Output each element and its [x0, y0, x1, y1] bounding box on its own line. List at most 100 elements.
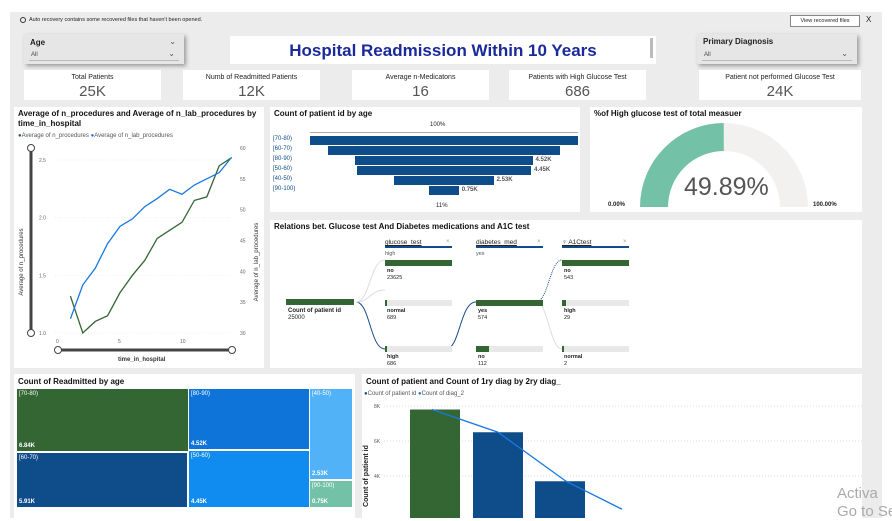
funnel-top-label: 100% [430, 122, 446, 128]
level-filter: high [385, 251, 396, 257]
cell-label: [50-60) [191, 453, 211, 459]
node-fill [385, 346, 387, 352]
decomp-node-bar[interactable] [385, 260, 452, 266]
series-line-n-procedures [69, 157, 232, 335]
decomp-node-bar[interactable] [385, 300, 452, 306]
funnel-category: [50-60) [273, 166, 293, 172]
age-value: All [31, 52, 38, 58]
node-label: high [564, 308, 576, 314]
root-value: 25000 [288, 315, 305, 321]
diag-select[interactable]: All ⌄ [702, 49, 852, 61]
treemap-cell[interactable]: [70-80) 6.84K [16, 388, 190, 452]
node-value: 689 [387, 315, 397, 321]
funnel-data-label: 0.75K [461, 187, 478, 193]
decomp-node-bar[interactable] [562, 346, 629, 352]
y2-tick-label: 50 [240, 208, 246, 214]
series-line-diag-2 [431, 408, 623, 510]
bar [410, 409, 460, 518]
bar [535, 481, 585, 518]
slider-handle [27, 329, 35, 337]
kpi-no-glucose-test: Patient not performed Glucose Test 24K [699, 70, 861, 100]
decomp-node-bar[interactable] [385, 346, 452, 352]
decomp-node-bar[interactable] [562, 300, 629, 306]
gauge-panel: %of High glucose test of total measuer 4… [590, 107, 862, 212]
primary-diagnosis-slicer[interactable]: Primary Diagnosis All ⌄ [697, 34, 857, 64]
decomp-node-bar[interactable] [562, 260, 629, 266]
close-notification-button[interactable]: X [866, 15, 872, 24]
funnel-chart-panel: Count of patient id by age 100% [70-80) [… [270, 107, 580, 212]
legend-item: Average of n_lab_procedures [94, 133, 173, 139]
node-value: 574 [478, 315, 488, 321]
funnel-bar[interactable] [355, 156, 533, 165]
funnel-category: [90-100) [273, 186, 296, 192]
kpi-value: 12K [238, 83, 265, 100]
level-header-diabetes_med[interactable]: diabetes_med [476, 239, 543, 248]
age-select[interactable]: All ⌄ [29, 49, 179, 61]
cell-label: [90-100) [312, 483, 335, 489]
funnel-data-label: 2.53K [496, 177, 513, 183]
age-slicer[interactable]: Age ⌄ All ⌄ [24, 34, 184, 64]
x-tick-label: 10 [180, 339, 186, 345]
node-value: 543 [564, 275, 574, 281]
funnel-bar[interactable] [310, 136, 578, 145]
treemap-title: Count of Readmitted by age [18, 377, 125, 386]
kpi-avg-medications: Average n-Medicatons 16 [352, 70, 489, 100]
recovery-notification: Auto recovery contains some recovered fi… [20, 17, 202, 23]
kpi-readmitted: Numb of Readmitted Patients 12K [183, 70, 320, 100]
y-tick-label: 1.5 [39, 273, 46, 279]
funnel-bar[interactable] [429, 186, 459, 195]
funnel-title: Count of patient id by age [274, 109, 373, 118]
chevron-down-icon: ⌄ [168, 49, 175, 58]
node-fill [562, 300, 567, 306]
remove-level-icon[interactable]: × [446, 239, 450, 245]
x-axis-label: time_in_hospital [118, 357, 166, 363]
root-label: Count of patient id [288, 308, 341, 314]
gauge-fill [640, 123, 724, 207]
gauge-max: 100.00% [813, 202, 837, 208]
decomp-node-bar[interactable] [476, 346, 543, 352]
node-label: no [478, 354, 485, 360]
level-header-glucose_test[interactable]: glucose_test [385, 239, 452, 248]
series-line-n-lab-procedures [69, 156, 233, 320]
decomp-node-bar[interactable] [476, 300, 543, 306]
line-chart-panel: Average of n_procedures and Average of n… [14, 107, 264, 368]
y2-tick-label: 30 [240, 331, 246, 337]
kpi-value: 25K [79, 83, 106, 100]
view-recovered-files-button[interactable]: View recovered files [790, 15, 860, 27]
remove-level-icon[interactable]: × [537, 239, 541, 245]
treemap-cell[interactable]: [60-70) 5.91K [16, 452, 188, 508]
funnel-bracket [310, 132, 578, 133]
gauge-value: 49.89% [684, 173, 769, 201]
title-scrollbar[interactable] [650, 38, 653, 58]
root-bar[interactable] [286, 299, 354, 305]
node-value: 23625 [387, 275, 403, 281]
y-tick-label: 8K [374, 404, 381, 410]
treemap-cell[interactable]: [90-100) 0.75K [309, 480, 353, 508]
chevron-down-icon: ⌄ [841, 49, 848, 58]
treemap-cell[interactable]: [40-50) 2.53K [309, 388, 353, 480]
decomp-title: Relations bet. Glucose test And Diabetes… [274, 222, 530, 231]
node-fill [562, 346, 564, 352]
kpi-label: Total Patients [71, 74, 114, 81]
remove-level-icon[interactable]: × [623, 239, 627, 245]
y-tick-label: 4K [374, 474, 381, 480]
y2-tick-label: 55 [240, 177, 246, 183]
funnel-bar[interactable] [328, 146, 560, 155]
page-title: Hospital Readmission Within 10 Years [230, 36, 656, 64]
kpi-high-glucose: Patients with High Glucose Test 686 [509, 70, 646, 100]
slider-handle [27, 144, 35, 152]
funnel-bar[interactable] [356, 166, 532, 175]
treemap-cell[interactable]: [50-60) 4.45K [188, 450, 310, 508]
funnel-category: [60-70) [273, 146, 293, 152]
node-label: no [387, 268, 394, 274]
combo-chart-panel: Count of patient and Count of 1ry diag b… [362, 374, 862, 518]
node-fill [562, 260, 629, 266]
chevron-down-icon[interactable]: ⌄ [169, 37, 176, 46]
funnel-bar[interactable] [394, 176, 494, 185]
kpi-value: 24K [766, 83, 794, 100]
line-chart-title: Average of n_procedures and Average of n… [18, 109, 257, 128]
level-header-A1Ctest[interactable]: ♀ A1Ctest [562, 239, 629, 248]
treemap-cell[interactable]: [80-90) 4.52K [188, 388, 310, 450]
level-filter: yes [476, 251, 485, 257]
kpi-value: 686 [564, 83, 591, 100]
